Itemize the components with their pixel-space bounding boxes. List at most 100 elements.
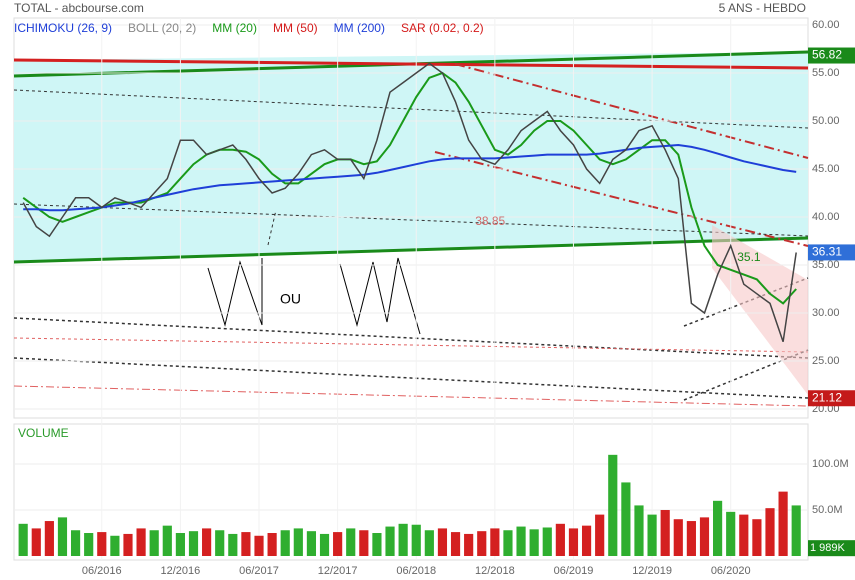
volume-badge	[808, 540, 855, 557]
ichimoku-cloud	[14, 52, 808, 262]
volume-bar	[765, 508, 775, 556]
volume-bar	[215, 530, 225, 556]
volume-bar	[673, 519, 683, 556]
trend-line	[434, 151, 809, 247]
volume-bar	[595, 514, 605, 556]
volume-bar	[267, 533, 277, 556]
y-tick-label: 30.00	[812, 307, 840, 319]
volume-bar	[385, 526, 395, 556]
trend-line	[13, 357, 809, 399]
x-tick-label: 12/2019	[632, 565, 672, 577]
y-tick-label: 50.00	[812, 115, 840, 127]
trend-line	[13, 385, 809, 407]
y-tick-label: 55.00	[812, 67, 840, 79]
volume-bar	[293, 528, 303, 556]
volume-bar	[686, 521, 696, 556]
volume-bar	[437, 528, 448, 556]
volume-bar	[778, 491, 788, 556]
w-pattern	[207, 258, 263, 327]
trend-lines	[13, 50, 809, 561]
volume-bar	[97, 532, 107, 556]
volume-bar	[713, 500, 723, 556]
price-badge-label: 21.12	[812, 390, 842, 404]
volume-bar	[175, 533, 185, 556]
volume-bar	[136, 528, 146, 556]
volume-bar	[280, 530, 290, 556]
volume-bar	[241, 532, 251, 556]
x-tick-label: 12/2017	[318, 565, 358, 577]
channel	[712, 225, 808, 395]
level-label: 38.85	[475, 214, 505, 228]
price-badge-label: 56.82	[812, 48, 842, 62]
volume-bar	[791, 505, 801, 556]
trend-line	[454, 63, 809, 159]
volume-bar	[372, 533, 382, 556]
x-tick-label: 06/2016	[82, 565, 122, 577]
volume-bar	[568, 528, 579, 556]
ma-line	[23, 143, 797, 212]
trend-line	[13, 236, 809, 264]
volume-bar	[110, 535, 120, 556]
volume-bar	[490, 528, 500, 556]
volume-bar	[424, 530, 434, 556]
volume-bar	[503, 530, 513, 556]
volume-bar	[581, 525, 592, 556]
volume-bar	[306, 531, 317, 556]
legend-entry: BOLL (20, 2)	[128, 21, 196, 35]
legend-entry: MM (50)	[273, 21, 318, 35]
y-tick-label: 100.0M	[812, 458, 849, 470]
legend-entry: SAR (0.02, 0.2)	[401, 21, 484, 35]
volume-bar	[228, 533, 238, 556]
x-tick-label: 12/2016	[161, 565, 201, 577]
y-tick-label: 35.00	[812, 259, 840, 271]
trend-line	[13, 337, 809, 353]
volume-bar	[464, 533, 474, 556]
price-badge	[808, 390, 855, 407]
level-label: 35.1	[737, 250, 761, 264]
volume-bar	[333, 532, 343, 556]
volume-bar	[188, 531, 199, 556]
volume-badge-label: 1 989K	[810, 542, 846, 554]
y-tick-label: 60.00	[812, 19, 840, 31]
volume-bar	[31, 528, 41, 556]
volume-bar	[123, 533, 133, 556]
trend-line	[13, 58, 809, 70]
annotation: OU	[280, 291, 301, 307]
legend-entry: MM (200)	[334, 21, 385, 35]
chart-title: TOTAL - abcbourse.com	[14, 1, 144, 15]
volume-bar	[359, 530, 369, 556]
trend-line	[13, 317, 809, 359]
legend-entry: MM (20)	[212, 21, 257, 35]
volume-bar	[346, 528, 356, 556]
volume-bar	[202, 528, 212, 556]
x-tick-label: 06/2020	[711, 565, 751, 577]
volume-bar	[634, 505, 644, 556]
volume-bar	[450, 532, 461, 556]
volume-bar	[319, 533, 330, 556]
volume-bar	[647, 514, 657, 556]
volume-bar	[70, 530, 81, 556]
volume-bar	[739, 514, 749, 556]
y-tick-label: 50.0M	[812, 504, 843, 516]
volume-bar	[699, 517, 710, 556]
volume-label: VOLUME	[18, 426, 69, 440]
volume-bar	[57, 517, 68, 556]
w-pattern	[339, 257, 421, 335]
price-badge-label: 36.31	[812, 245, 842, 259]
x-tick-label: 06/2019	[554, 565, 594, 577]
volume-bar	[726, 511, 736, 556]
volume-bar	[477, 531, 487, 556]
volume-bar	[254, 535, 264, 556]
trend-line	[683, 349, 809, 401]
volume-bar	[555, 523, 565, 556]
y-tick-label: 25.00	[812, 355, 840, 367]
y-tick-label: 45.00	[812, 163, 840, 175]
volume-bar	[44, 521, 54, 556]
price-badge	[808, 244, 855, 261]
price-line	[22, 62, 797, 343]
volume-bar	[621, 482, 631, 556]
volume-bar	[18, 523, 28, 556]
volume-bar	[398, 523, 408, 556]
x-tick-label: 06/2018	[396, 565, 436, 577]
